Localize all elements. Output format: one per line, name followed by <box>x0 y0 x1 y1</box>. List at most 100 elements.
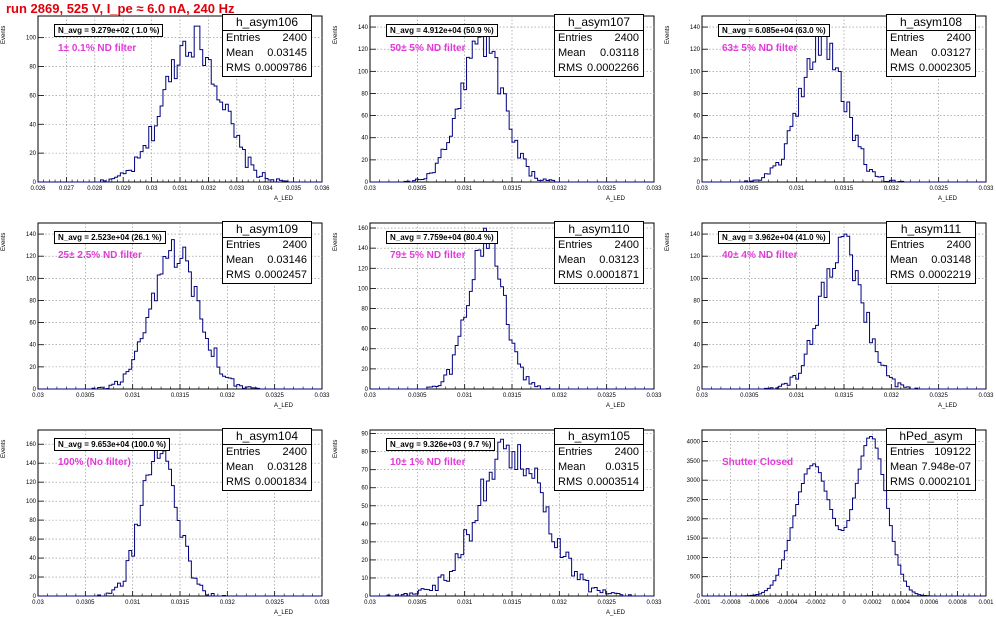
mean-value: 0.03148 <box>931 254 971 266</box>
navg-label: N_avg = 6.085e+04 (63.0 %) <box>718 24 830 37</box>
stats-box: h_asym106 Entries 2400 Mean 0.03145 RMS 0.0… <box>222 14 312 77</box>
y-tick-label: 140 <box>26 461 37 467</box>
y-tick-label: 60 <box>693 321 700 327</box>
histogram-panel-asym109: 0.03 0.0305 0.031 0.0315 0.032 0.0325 0.033 0 20… <box>0 207 332 414</box>
y-tick-label: 120 <box>26 254 37 260</box>
stats-box: h_asym105 Entries 2400 Mean 0.0315 RMS 0.00… <box>554 428 644 491</box>
y-tick-label: 120 <box>26 480 37 486</box>
entries-value: 2400 <box>614 446 639 458</box>
y-tick-label: 70 <box>361 468 368 474</box>
y-tick-label: 80 <box>29 518 36 524</box>
y-tick-label: 60 <box>361 327 368 333</box>
histogram-steps <box>702 233 986 390</box>
x-tick-label: 0.0315 <box>503 600 522 606</box>
x-axis-label: A_LED <box>274 403 294 409</box>
navg-label: N_avg = 9.279e+02 ( 1.0 %) <box>54 24 164 37</box>
y-tick-label: 140 <box>26 232 37 238</box>
x-tick-label: -0.0004 <box>777 600 798 606</box>
x-tick-label: 0.0305 <box>740 186 759 192</box>
navg-label: N_avg = 2.523e+04 (26.1 %) <box>54 231 166 244</box>
y-tick-label: 4000 <box>687 440 701 446</box>
y-axis-label: Events <box>333 232 339 251</box>
x-tick-label: 0.0325 <box>597 186 616 192</box>
rms-value: 0.0002305 <box>919 62 971 74</box>
rms-value: 0.0002101 <box>919 476 971 488</box>
y-tick-label: 80 <box>361 91 368 97</box>
y-tick-label: 0 <box>365 180 369 186</box>
x-tick-label: 0.0006 <box>920 600 939 606</box>
y-tick-label: 40 <box>361 136 368 142</box>
x-tick-label: 0.031 <box>789 186 805 192</box>
stats-box: h_asym111 Entries 2400 Mean 0.03148 RMS 0.0… <box>886 221 976 284</box>
x-tick-label: 0.032 <box>884 186 900 192</box>
y-tick-label: 20 <box>29 575 36 581</box>
navg-label: N_avg = 9.326e+03 ( 9.7 %) <box>386 438 496 451</box>
y-tick-label: 40 <box>29 556 36 562</box>
histogram-panel-asym108: 0.03 0.0305 0.031 0.0315 0.032 0.0325 0.033 0 20… <box>664 0 996 207</box>
y-tick-label: 60 <box>693 114 700 120</box>
filter-label: 100% (No filter) <box>58 457 131 468</box>
y-tick-label: 60 <box>361 486 368 492</box>
x-tick-label: 0.0315 <box>835 186 854 192</box>
x-tick-label: 0.0305 <box>408 600 427 606</box>
y-axis-label: Events <box>1 25 7 44</box>
x-axis-label: A_LED <box>606 610 626 616</box>
y-tick-label: 140 <box>690 232 701 238</box>
y-tick-label: 2000 <box>687 517 701 523</box>
y-tick-label: 80 <box>29 65 36 71</box>
x-axis-label: A_LED <box>938 403 958 409</box>
x-tick-label: 0.032 <box>220 393 236 399</box>
x-tick-label: -0.0008 <box>720 600 741 606</box>
mean-value: 0.0315 <box>605 461 639 473</box>
y-tick-label: 0 <box>365 594 369 600</box>
y-tick-label: 1500 <box>687 536 701 542</box>
y-tick-label: 0 <box>697 180 701 186</box>
x-tick-label: 0.033 <box>314 393 330 399</box>
x-axis-label: A_LED <box>606 196 626 202</box>
x-tick-label: 0.033 <box>978 393 994 399</box>
y-tick-label: 10 <box>361 576 368 582</box>
x-axis-label: A_LED <box>274 610 294 616</box>
entries-value: 2400 <box>614 32 639 44</box>
entries-value: 2400 <box>282 239 307 251</box>
x-tick-label: 0.031 <box>125 393 141 399</box>
y-tick-label: 20 <box>29 151 36 157</box>
histogram-panel-pedestal: -0.001 -0.0008 -0.0006 -0.0004 -0.0002 0 0.000… <box>664 414 996 621</box>
y-tick-label: 140 <box>690 25 701 31</box>
mean-value: 0.03127 <box>931 47 971 59</box>
x-tick-label: 0.026 <box>30 186 46 192</box>
rms-value: 0.0003514 <box>587 476 639 488</box>
x-tick-label: 0.033 <box>314 600 330 606</box>
x-tick-label: 0.032 <box>552 600 568 606</box>
y-tick-label: 40 <box>29 343 36 349</box>
x-tick-label: 0.033 <box>229 186 245 192</box>
y-tick-label: 1000 <box>687 555 701 561</box>
x-tick-label: 0.03 <box>32 393 44 399</box>
y-tick-label: 60 <box>29 93 36 99</box>
y-tick-label: 120 <box>358 266 369 272</box>
y-tick-label: 20 <box>361 367 368 373</box>
filter-label: 10± 1% ND filter <box>390 457 466 468</box>
histogram-name: h_asym108 <box>887 15 975 31</box>
y-tick-label: 30 <box>361 540 368 546</box>
y-tick-label: 0 <box>365 387 369 393</box>
x-tick-label: 0.03 <box>364 393 376 399</box>
rms-value: 0.0002219 <box>919 269 971 281</box>
stats-box: hPed_asym Entries 109122 Mean 7.948e-07 RM… <box>886 428 976 491</box>
entries-value: 2400 <box>946 32 971 44</box>
y-tick-label: 500 <box>690 575 701 581</box>
histogram-name: h_asym104 <box>223 429 311 445</box>
y-axis-label: Events <box>1 439 7 458</box>
y-tick-label: 100 <box>690 69 701 75</box>
mean-value: 7.948e-07 <box>921 461 971 473</box>
y-tick-label: 20 <box>693 158 700 164</box>
filter-label: 25± 2.5% ND filter <box>58 250 142 261</box>
y-tick-label: 120 <box>690 254 701 260</box>
y-axis-label: Events <box>665 232 671 251</box>
x-tick-label: 0.0325 <box>597 393 616 399</box>
x-tick-label: 0.0325 <box>929 186 948 192</box>
x-tick-label: 0.033 <box>646 186 662 192</box>
y-tick-label: 80 <box>29 298 36 304</box>
y-tick-label: 20 <box>361 158 368 164</box>
y-tick-label: 0 <box>33 387 37 393</box>
